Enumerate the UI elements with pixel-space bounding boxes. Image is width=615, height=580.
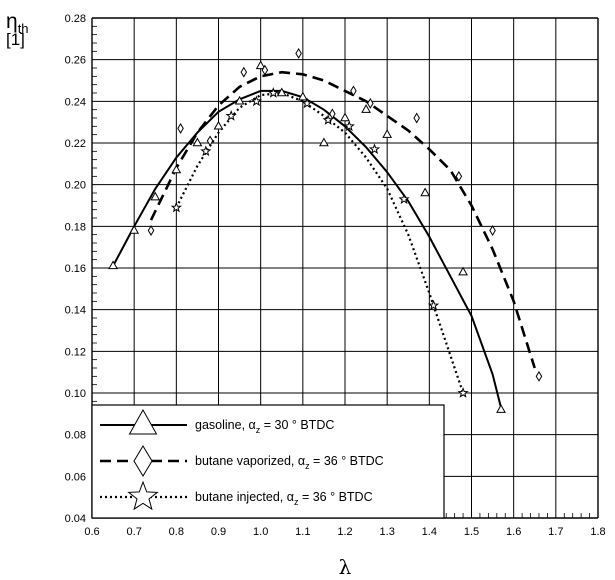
y-tick-label: 0.12: [65, 346, 86, 358]
y-axis-label: ηth: [6, 10, 29, 36]
x-tick-label: 0.8: [169, 526, 184, 538]
star-marker: [200, 145, 212, 157]
y-tick-label: 0.06: [65, 471, 86, 483]
legend-label-main: butane vaporized, α: [195, 454, 305, 468]
star-marker: [127, 480, 159, 511]
star-marker: [322, 114, 334, 125]
triangle-marker: [361, 104, 371, 113]
x-tick-label: 1.8: [590, 526, 605, 538]
data-markers: [108, 47, 543, 413]
star-marker: [368, 143, 381, 155]
triangle-marker: [420, 187, 431, 197]
star-marker: [250, 95, 263, 107]
triangle-marker: [319, 137, 329, 147]
legend-label-rest: = 30 ° BTDC: [260, 418, 334, 432]
diamond-marker: [147, 225, 155, 236]
x-tick-label: 1.7: [548, 526, 563, 538]
fit-lines: [112, 70, 536, 408]
y-axis-symbol: η: [6, 10, 18, 33]
y-axis-unit: [1]: [6, 30, 25, 49]
legend-label-subscript: z: [305, 461, 310, 471]
series-line-star: [175, 91, 465, 394]
diamond-marker: [489, 225, 496, 236]
triangle-marker: [496, 404, 506, 413]
triangle-marker: [255, 60, 266, 70]
x-tick-label: 1.1: [295, 526, 310, 538]
diamond-marker: [413, 112, 420, 124]
legend-label: butane injected, αz = 36 ° BTDC: [195, 490, 373, 507]
triangle-marker: [192, 137, 203, 147]
star-marker: [301, 97, 313, 109]
x-tick-label: 1.4: [422, 526, 437, 538]
series-line-triangle: [112, 89, 502, 408]
x-tick-label: 1.2: [337, 526, 352, 538]
star-marker: [225, 110, 237, 121]
legend-label-rest: = 36 ° BTDC: [298, 490, 372, 504]
x-tick-label: 0.7: [127, 526, 142, 538]
legend-label-rest: = 36 ° BTDC: [310, 454, 384, 468]
triangle-marker: [129, 224, 140, 234]
diamond-marker: [350, 85, 357, 97]
diamond-marker: [261, 64, 269, 76]
triangle-marker: [128, 408, 158, 435]
x-tick-label: 0.6: [84, 526, 99, 538]
triangle-marker: [150, 191, 161, 201]
legend-label-main: butane injected, α: [195, 490, 294, 504]
x-tick-label: 1.6: [506, 526, 521, 538]
x-tick-label: 1.0: [253, 526, 268, 538]
y-tick-label: 0.26: [65, 55, 86, 67]
diamond-marker: [240, 66, 248, 78]
triangle-marker: [276, 87, 287, 97]
diamond-marker: [206, 135, 214, 147]
star-marker: [427, 299, 440, 311]
y-axis-subscript: th: [17, 21, 29, 37]
y-tick-label: 0.04: [65, 513, 86, 525]
legend-label-subscript: z: [294, 497, 299, 507]
star-marker: [267, 87, 279, 98]
y-tick-label: 0.10: [65, 388, 86, 400]
x-tick-label: 1.3: [380, 526, 395, 538]
grid: [91, 17, 599, 519]
y-tick-label: 0.28: [65, 13, 86, 25]
legend-label-main: gasoline, α: [195, 418, 256, 432]
diamond-marker: [535, 370, 543, 382]
legend-label: butane vaporized, αz = 36 ° BTDC: [195, 454, 384, 471]
diamond-marker: [295, 47, 302, 59]
diamond-marker: [177, 122, 184, 134]
diamond-marker: [133, 445, 153, 477]
y-tick-label: 0.20: [65, 180, 86, 192]
triangle-marker: [213, 120, 224, 130]
triangle-marker: [382, 129, 393, 138]
series-line-diamond: [149, 70, 536, 369]
diamond-marker: [367, 97, 374, 109]
triangle-marker: [108, 260, 118, 270]
y-tick-label: 0.08: [65, 430, 86, 442]
triangle-marker: [297, 91, 308, 101]
x-tick-label: 1.5: [464, 526, 479, 538]
triangle-marker: [234, 95, 245, 105]
triangle-marker: [340, 112, 350, 122]
legend-label: gasoline, αz = 30 ° BTDC: [195, 418, 334, 435]
star-marker: [170, 201, 182, 213]
diamond-marker: [455, 170, 463, 182]
tick-labels: 0.6 0.7 0.8 0.9 1.0 1.1 1.2 1.3 1.4 1.5 1.6 1.7 1.8 0…: [65, 13, 606, 538]
y-tick-label: 0.14: [65, 305, 86, 317]
triangle-marker: [171, 164, 182, 174]
y-tick-label: 0.16: [65, 263, 86, 275]
star-marker: [457, 387, 469, 398]
y-tick-label: 0.22: [65, 138, 86, 150]
x-axis-label: λ: [339, 555, 352, 579]
y-tick-label: 0.24: [65, 96, 86, 108]
star-marker: [398, 193, 410, 205]
x-tick-label: 0.9: [211, 526, 226, 538]
star-marker: [343, 120, 355, 132]
y-tick-label: 0.18: [65, 221, 86, 233]
legend-label-subscript: z: [256, 425, 261, 435]
triangle-marker: [458, 266, 468, 276]
